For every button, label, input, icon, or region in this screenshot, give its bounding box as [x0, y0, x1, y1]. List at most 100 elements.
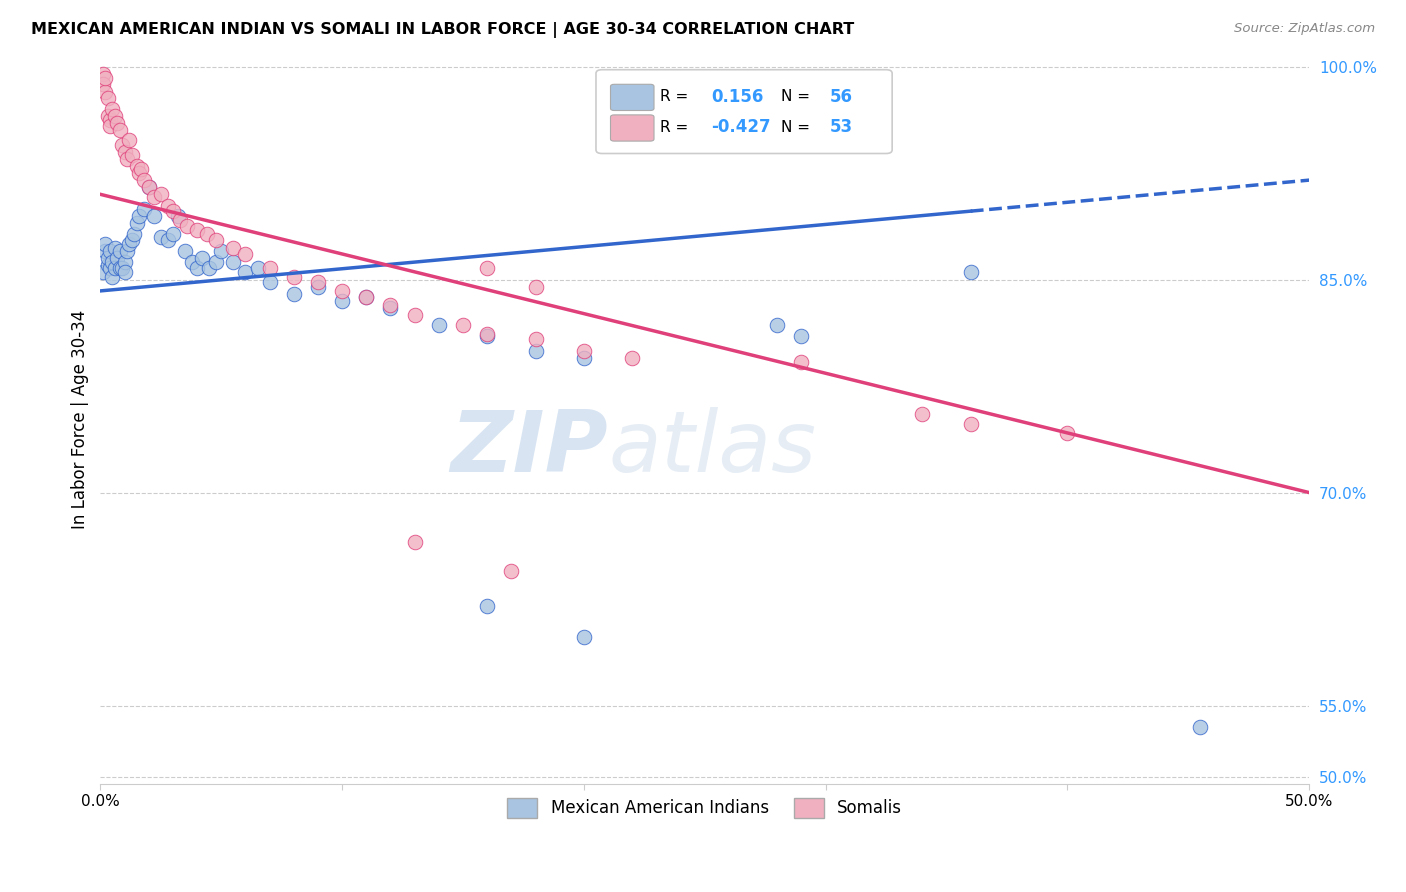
Point — [97, 252, 120, 266]
Point — [380, 298, 402, 312]
Text: R =: R = — [659, 120, 689, 135]
Point — [524, 279, 547, 293]
Point — [108, 244, 131, 259]
Point — [91, 77, 114, 91]
Point — [114, 255, 136, 269]
Point — [149, 187, 172, 202]
Point — [235, 265, 257, 279]
Text: ZIP: ZIP — [450, 407, 607, 490]
Point — [104, 241, 127, 255]
Point — [166, 209, 188, 223]
Text: 56: 56 — [830, 87, 852, 105]
Point — [246, 261, 269, 276]
Point — [572, 343, 595, 358]
Point — [477, 329, 499, 343]
Point — [162, 227, 184, 241]
Text: atlas: atlas — [607, 407, 815, 490]
Point — [176, 219, 198, 233]
Point — [222, 241, 245, 255]
Point — [259, 276, 281, 290]
Point — [115, 152, 138, 166]
Point — [122, 227, 145, 241]
Point — [91, 265, 114, 279]
Point — [181, 255, 204, 269]
Point — [404, 308, 426, 322]
Point — [259, 261, 281, 276]
Point — [142, 209, 165, 223]
Point — [111, 261, 134, 276]
Point — [97, 91, 120, 105]
Text: MEXICAN AMERICAN INDIAN VS SOMALI IN LABOR FORCE | AGE 30-34 CORRELATION CHART: MEXICAN AMERICAN INDIAN VS SOMALI IN LAB… — [31, 22, 855, 38]
Point — [356, 289, 378, 303]
Point — [108, 123, 131, 137]
Point — [174, 244, 197, 259]
Point — [138, 180, 160, 194]
Point — [108, 261, 131, 276]
Point — [404, 535, 426, 549]
Point — [790, 355, 813, 369]
Point — [111, 137, 134, 152]
Text: R =: R = — [659, 89, 689, 104]
Point — [98, 119, 121, 133]
Point — [125, 216, 148, 230]
FancyBboxPatch shape — [610, 84, 654, 111]
Text: 53: 53 — [830, 119, 852, 136]
Point — [94, 70, 117, 85]
Point — [105, 116, 128, 130]
Y-axis label: In Labor Force | Age 30-34: In Labor Force | Age 30-34 — [72, 310, 89, 529]
Point — [114, 265, 136, 279]
Point — [191, 252, 214, 266]
Point — [1056, 425, 1078, 440]
Point — [101, 269, 124, 284]
Legend: Mexican American Indians, Somalis: Mexican American Indians, Somalis — [499, 789, 911, 826]
Point — [307, 279, 329, 293]
Point — [621, 351, 644, 365]
Point — [118, 133, 141, 147]
Point — [524, 332, 547, 346]
Point — [132, 173, 155, 187]
Point — [125, 159, 148, 173]
Point — [501, 564, 523, 578]
Point — [572, 631, 595, 645]
Point — [959, 417, 981, 432]
Point — [94, 237, 117, 252]
Point — [477, 261, 499, 276]
Point — [451, 318, 474, 332]
Point — [222, 255, 245, 269]
Point — [330, 293, 353, 308]
Point — [132, 202, 155, 216]
Point — [307, 276, 329, 290]
Point — [104, 109, 127, 123]
Point — [766, 318, 789, 332]
Point — [186, 261, 208, 276]
Point — [205, 233, 228, 247]
Point — [104, 261, 127, 276]
Point — [121, 147, 143, 161]
Point — [205, 255, 228, 269]
Point — [97, 109, 120, 123]
Point — [118, 237, 141, 252]
Point — [149, 230, 172, 244]
Text: N =: N = — [780, 120, 810, 135]
Point — [142, 190, 165, 204]
Point — [114, 145, 136, 159]
Point — [98, 113, 121, 128]
Point — [131, 161, 153, 176]
Point — [138, 180, 160, 194]
Point — [94, 85, 117, 99]
Point — [195, 227, 218, 241]
Point — [97, 258, 120, 272]
Point — [959, 265, 981, 279]
Text: N =: N = — [780, 89, 810, 104]
FancyBboxPatch shape — [596, 70, 893, 153]
Point — [157, 199, 180, 213]
Point — [101, 102, 124, 116]
Point — [209, 244, 232, 259]
Point — [94, 244, 117, 259]
Point — [98, 244, 121, 259]
Point — [157, 233, 180, 247]
Point — [101, 255, 124, 269]
Point — [477, 326, 499, 341]
Point — [98, 261, 121, 276]
Point — [115, 244, 138, 259]
